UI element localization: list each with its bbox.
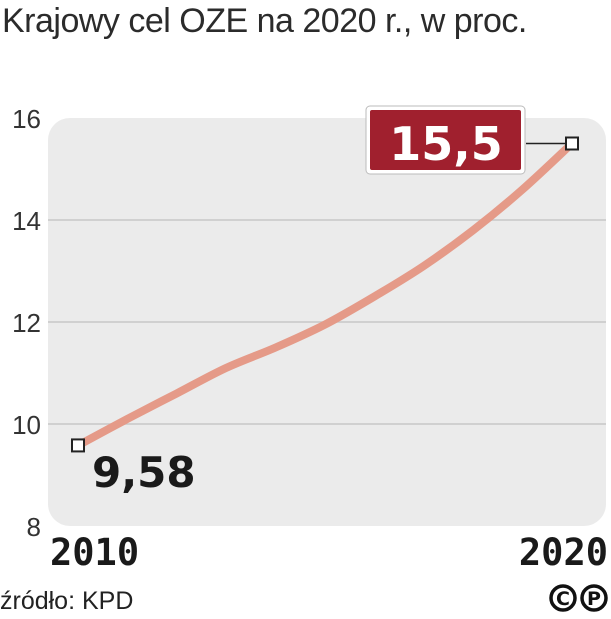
source-note: źródło: KPD (0, 587, 134, 615)
line-chart: 8 10 12 14 16 2010 2020 9,58 15,5 (12, 104, 608, 574)
annotations: 9,58 15,5 (71, 105, 579, 497)
annotation-box (370, 110, 521, 170)
x-tick-label-2010: 2010 (50, 531, 139, 574)
series-lines (74, 139, 576, 450)
annotation-label-start: 9,58 (92, 448, 196, 497)
data-point-marker-2010 (71, 438, 85, 453)
copyright-mark-p: P (587, 588, 601, 610)
copyright-mark-c: C (556, 588, 570, 610)
copyright-icon: C P (549, 584, 608, 612)
annotation-label-end: 15,5 (389, 117, 503, 171)
chart-title: Krajowy cel OZE na 2020 r., w proc. (2, 2, 527, 40)
y-tick-label-10: 10 (12, 410, 41, 440)
y-axis-tick-labels: 8 10 12 14 16 (12, 104, 41, 542)
y-tick-label-14: 14 (12, 206, 41, 236)
x-axis-tick-labels: 2010 2020 (50, 531, 608, 574)
y-tick-label-8: 8 (27, 512, 41, 542)
series-line-0 (74, 139, 576, 450)
y-tick-label-16: 16 (12, 104, 41, 134)
x-tick-label-2020: 2020 (519, 531, 608, 574)
data-point-marker-2020 (565, 136, 579, 151)
y-tick-label-12: 12 (12, 308, 41, 338)
